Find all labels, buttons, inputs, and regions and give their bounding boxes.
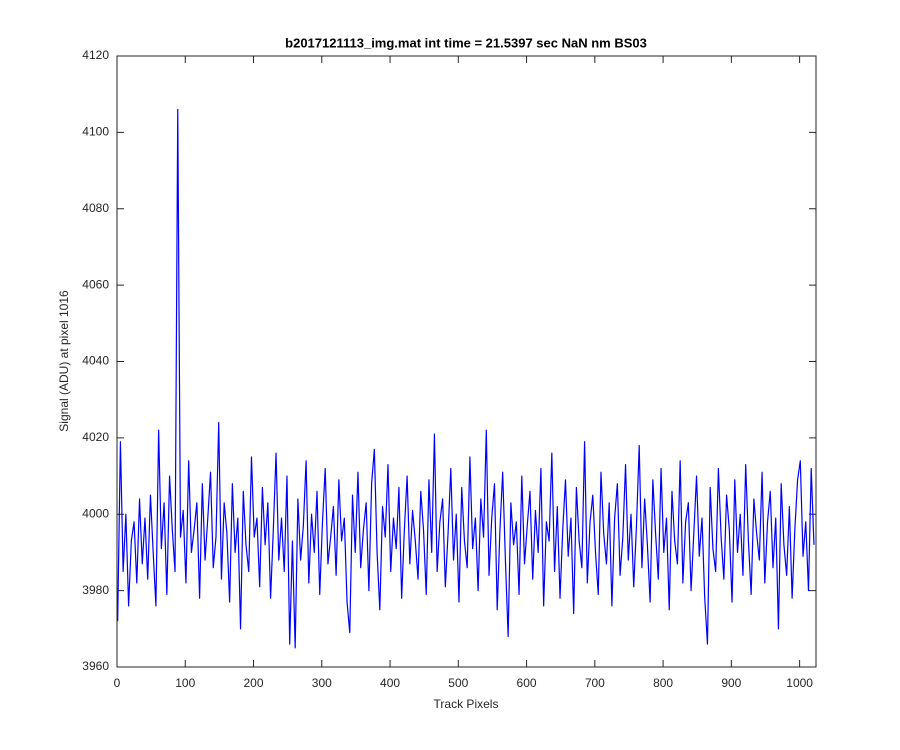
y-tick-label: 3960 [82, 659, 109, 673]
x-tick-label: 600 [517, 676, 537, 690]
y-tick-label: 4100 [82, 125, 109, 139]
y-axis-label: Signal (ADU) at pixel 1016 [57, 290, 71, 432]
data-line [117, 108, 815, 649]
x-tick-label: 500 [448, 676, 468, 690]
x-tick-label: 0 [114, 676, 121, 690]
chart-title: b2017121113_img.mat int time = 21.5397 s… [285, 35, 647, 50]
y-tick-label: 4020 [82, 430, 109, 444]
y-tick-label: 4060 [82, 277, 109, 291]
y-tick-label: 4040 [82, 354, 109, 368]
x-tick-label: 700 [585, 676, 605, 690]
y-tick-label: 4000 [82, 506, 109, 520]
x-tick-label: 400 [380, 676, 400, 690]
x-tick-label: 900 [721, 676, 741, 690]
y-tick-label: 4120 [82, 48, 109, 62]
x-axis-label: Track Pixels [434, 697, 499, 711]
x-tick-label: 200 [244, 676, 264, 690]
x-tick-label: 800 [653, 676, 673, 690]
x-tick-label: 300 [312, 676, 332, 690]
y-tick-label: 4080 [82, 201, 109, 215]
x-tick-label: 100 [175, 676, 195, 690]
x-tick-label: 1000 [786, 676, 813, 690]
y-tick-label: 3980 [82, 583, 109, 597]
plot-frame [116, 55, 817, 668]
